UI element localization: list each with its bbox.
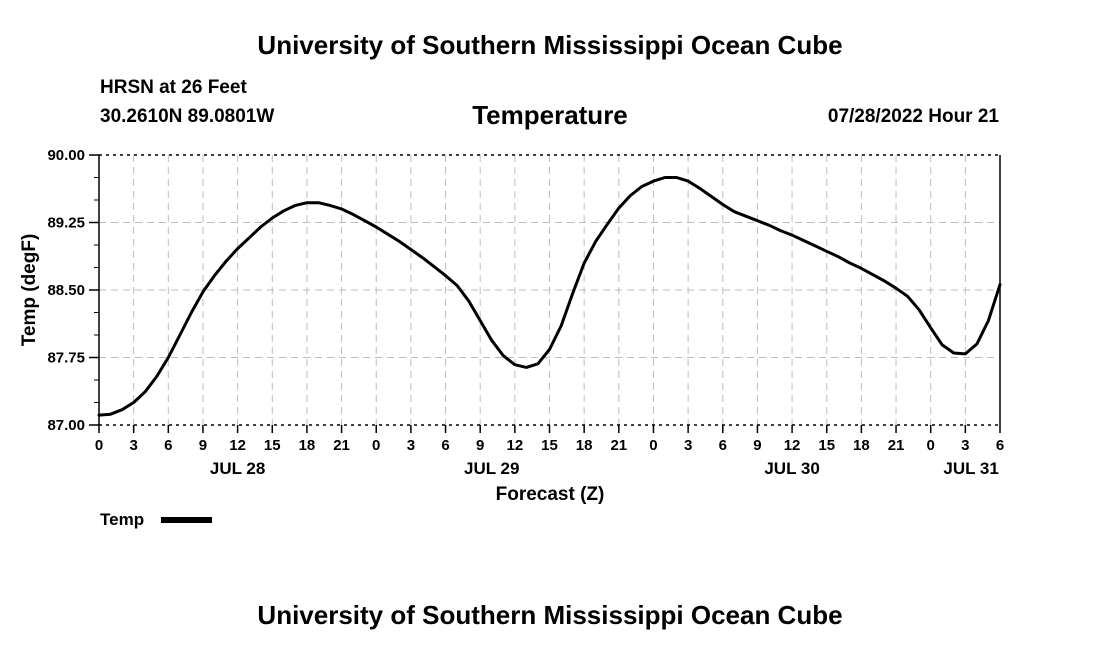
x-axis-title: Forecast (Z) [496,484,605,505]
x-tick-label: 0 [95,437,103,454]
x-tick-label: 12 [784,437,801,454]
y-tick-label: 89.25 [47,215,85,232]
series-layer [97,176,1002,417]
x-tick-label: 15 [818,437,835,454]
station-coordinates: 30.2610N 89.0801W [100,106,275,127]
x-tick-label: 0 [372,437,380,454]
x-tick-label: 12 [507,437,524,454]
x-tick-label: 21 [888,437,905,454]
temp-series-line [97,176,1002,417]
x-tick-label: 15 [541,437,558,454]
x-tick-label: 9 [753,437,761,454]
footer-title: University of Southern Mississippi Ocean… [257,600,843,630]
day-label: JUL 31 [943,459,998,478]
legend-label: Temp [100,510,144,529]
x-tick-label: 9 [476,437,484,454]
y-tick-label: 87.00 [47,417,85,434]
x-tick-label: 6 [164,437,172,454]
x-tick-label: 15 [264,437,281,454]
y-tick-label: 88.50 [47,282,85,299]
station-label: HRSN at 26 Feet [100,77,247,98]
x-tick-label: 18 [299,437,316,454]
x-tick-label: 6 [719,437,727,454]
day-label: JUL 28 [210,459,265,478]
y-tick-label: 90.00 [47,147,85,164]
x-tick-label: 6 [441,437,449,454]
x-tick-label: 3 [961,437,969,454]
axes [89,154,1001,433]
x-tick-label: 3 [407,437,415,454]
forecast-datetime: 07/28/2022 Hour 21 [827,106,999,127]
x-tick-label: 21 [610,437,627,454]
x-tick-label: 21 [333,437,350,454]
axis-labels: 0 3 6 9 12 15 18 21 0 3 6 9 12 15 18 21 0 3 6 9 12 15 18 21 0 3 6 8… [47,147,1004,478]
y-tick-label: 87.75 [47,350,85,367]
x-tick-label: 3 [684,437,692,454]
day-label: JUL 29 [464,459,519,478]
day-label: JUL 30 [764,459,819,478]
chart-title: Temperature [472,100,628,130]
x-tick-label: 0 [649,437,657,454]
y-axis-title: Temp (degF) [19,234,40,347]
x-tick-label: 12 [229,437,246,454]
x-tick-label: 3 [129,437,137,454]
x-tick-label: 18 [576,437,593,454]
x-tick-label: 6 [996,437,1004,454]
x-tick-label: 9 [199,437,207,454]
page-title: University of Southern Mississippi Ocean… [257,30,843,60]
x-tick-label: 18 [853,437,870,454]
x-tick-label: 0 [927,437,935,454]
grid [99,154,1000,426]
